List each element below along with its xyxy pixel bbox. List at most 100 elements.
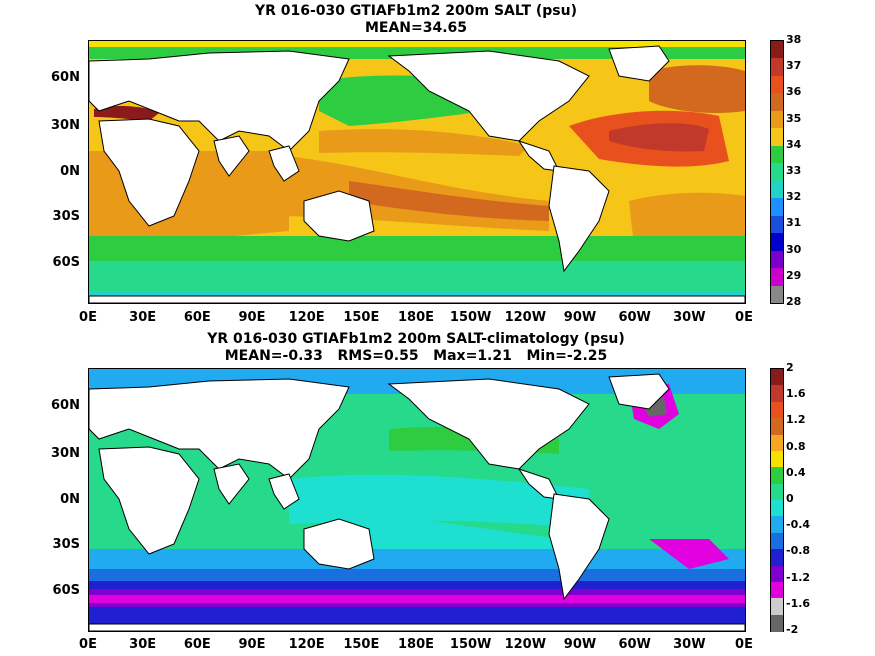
colorbar-segment [771,532,783,550]
lon-label: 60W [618,637,651,652]
colorbar-label: 34 [786,137,802,151]
colorbar-label: 37 [786,59,802,73]
colorbar-label: -2 [786,623,799,636]
lon-label: 150W [449,637,492,652]
colorbar-label: 1.2 [786,413,806,427]
p2-continents [89,373,745,631]
lon-label: 120E [288,310,325,325]
p2-lat-label: 30N [51,446,80,461]
lon-label: 120W [504,637,547,652]
colorbar-label: 0.8 [786,439,806,453]
panel1-map [88,40,746,304]
colorbar-segment [771,385,783,403]
colorbar-segment [771,500,783,517]
panel2-map-svg [89,369,745,631]
lon-label: 0E [79,310,97,325]
colorbar-label: 33 [786,164,802,177]
p2-so-band1 [89,549,745,569]
lon-label: 0E [735,310,753,325]
lon-label: 120W [504,310,547,325]
colorbar-segment [771,250,783,269]
lon-label: 120E [288,637,325,652]
lon-label: 60E [183,310,211,325]
colorbar-segment [771,434,783,452]
colorbar-segment [771,110,783,129]
colorbar-label: -1.6 [786,596,811,610]
colorbar-segment [771,93,783,112]
colorbar-label: 38 [786,33,802,46]
colorbar-label: 29 [786,268,802,282]
colorbar-label: 28 [786,295,802,308]
lon-label: 90W [563,637,597,652]
colorbar-label: 1.6 [786,387,806,401]
colorbar-segment [771,450,783,468]
colorbar-segment [771,549,783,566]
lon-label: 90E [238,637,266,652]
p2-lat-label: 30S [52,537,80,552]
colorbar-segment [771,41,783,59]
p2-lat-label: 60N [51,398,80,413]
p1-mediterranean [94,106,159,121]
lon-label: 150E [343,310,380,325]
lon-label: 30E [129,637,157,652]
colorbar-segment [771,163,783,182]
colorbar-segment [771,198,783,217]
colorbar-label: 32 [786,190,802,204]
lon-label: 30E [129,310,157,325]
p1-lat-label: 30N [51,118,80,133]
panel1-title-line1: YR 016-030 GTIAFb1m2 200m SALT (psu) [254,3,578,19]
colorbar-segment [771,483,783,501]
colorbar-segment [771,233,783,252]
p2-lat-label: 0N [60,492,80,507]
panel2-title-line1: YR 016-030 GTIAFb1m2 200m SALT-climatolo… [207,331,625,347]
p1-lat-label: 60S [52,255,80,270]
colorbar-segment [771,401,783,419]
p2-lat-label: 60S [52,583,80,598]
colorbar-segment [771,285,783,304]
colorbar-segment [771,215,783,234]
colorbar-label: 0.4 [786,465,806,479]
colorbar-label: 2 [786,361,794,374]
colorbar-segment [771,75,783,94]
panel1-map-svg [89,41,745,303]
colorbar-label: 30 [786,242,802,256]
lon-label: 0E [79,637,97,652]
p1-southern-ocean [89,236,745,261]
p1-continents [89,45,745,303]
p1-lat-label: 60N [51,70,80,85]
colorbar-segment [771,128,783,147]
colorbar-segment [771,581,783,599]
colorbar-label: -1.2 [786,570,811,584]
lon-label: 150W [449,310,492,325]
panel1-title-line2: MEAN=34.65 [364,20,468,36]
lon-label: 90E [238,310,266,325]
colorbar-segment [771,180,783,199]
colorbar-label: 36 [786,85,802,99]
colorbar-label: -0.4 [786,518,811,532]
panel2-map [88,368,746,632]
lon-label: 30W [673,637,706,652]
colorbar-label: 0 [786,492,794,505]
lon-label: 150E [343,637,380,652]
colorbar-segment [771,516,783,534]
colorbar-segment [771,145,783,164]
colorbar-segment [771,268,783,287]
lon-label: 60W [618,310,651,325]
colorbar-segment [771,58,783,77]
colorbar-segment [771,369,783,386]
colorbar-label: -0.8 [786,544,811,558]
lon-label: 60E [183,637,211,652]
colorbar-segment [771,565,783,583]
lon-label: 90W [563,310,597,325]
lon-label: 30W [673,310,706,325]
colorbar-segment [771,614,783,632]
lon-label: 180E [397,637,435,652]
lon-label: 180E [397,310,435,325]
panel2-title-line2: MEAN=-0.33 RMS=0.55 Max=1.21 Min=-2.25 [224,348,608,364]
panel1-colorbar [770,40,784,304]
colorbar-label: 35 [786,111,802,125]
p1-lat-label: 0N [60,164,80,179]
lon-label: 0E [735,637,753,652]
panel2-colorbar [770,368,784,632]
colorbar-segment [771,467,783,485]
